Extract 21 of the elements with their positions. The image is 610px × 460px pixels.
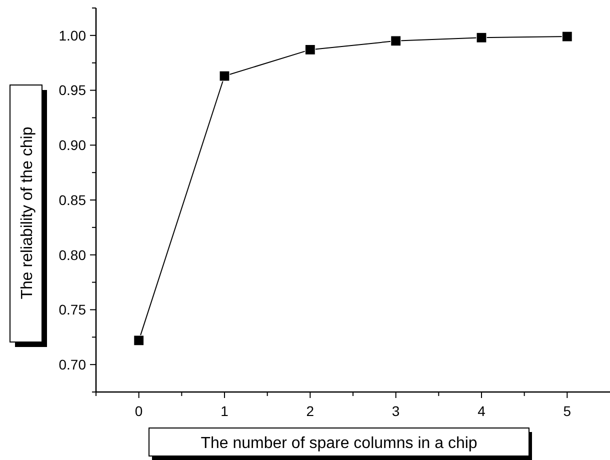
point [562, 31, 572, 42]
y-tick-label: 0.75 [58, 302, 86, 318]
y-tick-label: 0.95 [58, 82, 86, 98]
y-tick-label: 1.00 [58, 27, 86, 44]
x-tick-label: 4 [478, 403, 486, 419]
x-tick-label: 0 [134, 403, 143, 419]
point [219, 70, 230, 82]
x-tick-label: 5 [563, 403, 572, 419]
y-axis-title: The reliability of the chip [19, 126, 36, 300]
y-tick-label: 0.70 [58, 356, 86, 372]
y-tick-label: 0.90 [58, 137, 86, 154]
x-tick-label: 3 [392, 403, 400, 419]
x-tick-label: 2 [306, 403, 314, 419]
point [304, 44, 316, 55]
y-tick-label: 0.85 [58, 192, 86, 208]
x-tick-label: 1 [220, 403, 229, 419]
point [390, 36, 402, 46]
point [476, 32, 487, 43]
point [134, 335, 144, 346]
y-tick-label: 0.80 [58, 246, 86, 263]
x-axis-title: The number of spare columns in a chip [200, 435, 478, 452]
